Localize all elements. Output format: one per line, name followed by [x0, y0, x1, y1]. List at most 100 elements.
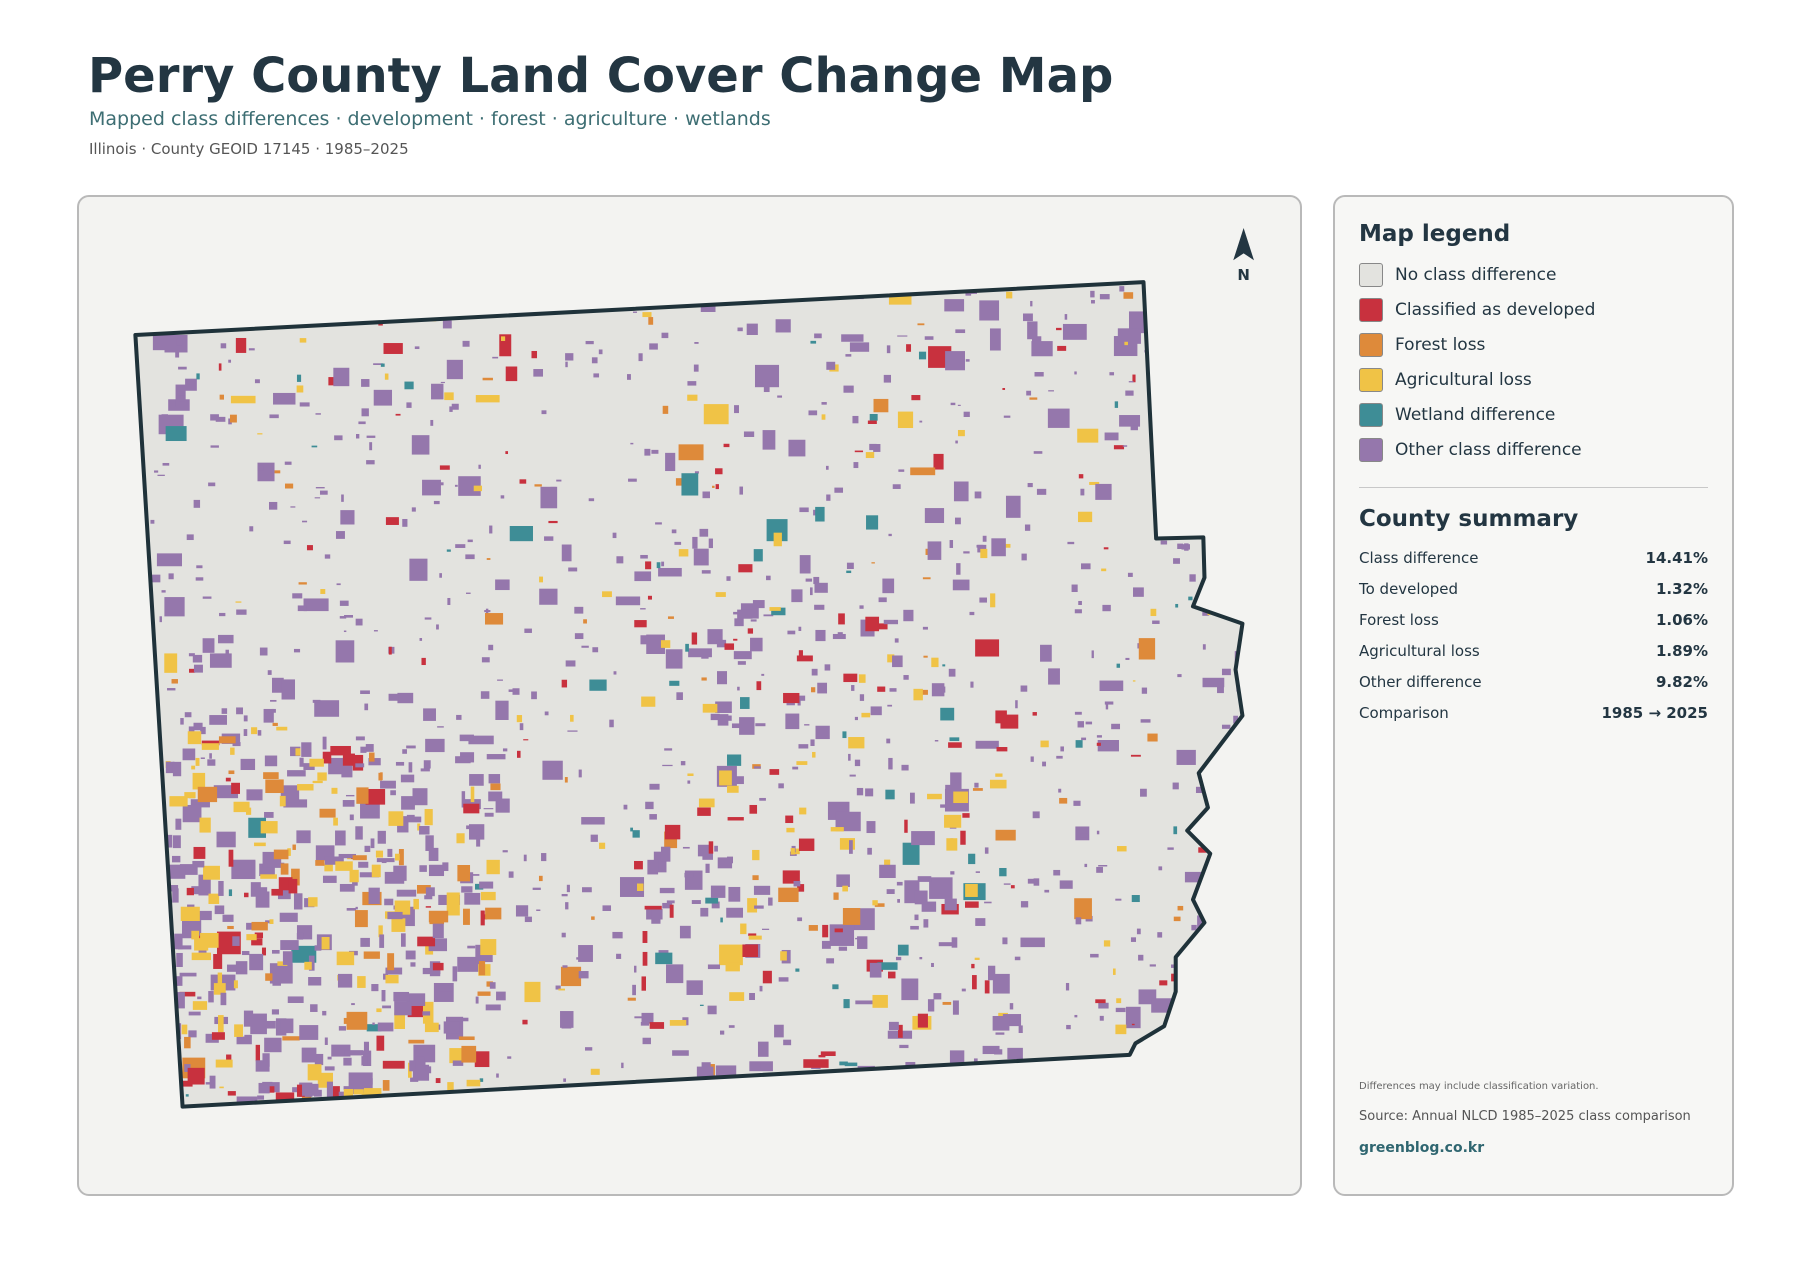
- change-patch: [710, 713, 720, 721]
- change-patch: [992, 973, 1010, 994]
- change-patch: [1220, 894, 1243, 917]
- change-patch: [560, 1011, 574, 1028]
- change-patch: [226, 1054, 232, 1061]
- change-patch: [486, 859, 500, 875]
- change-patch: [249, 526, 254, 532]
- change-patch: [640, 1021, 650, 1026]
- change-patch: [507, 1056, 512, 1059]
- change-patch: [1236, 734, 1243, 742]
- change-patch: [1158, 866, 1163, 871]
- change-patch: [693, 548, 709, 566]
- change-patch: [364, 845, 371, 853]
- change-patch: [592, 647, 599, 653]
- change-patch: [188, 726, 195, 732]
- change-patch: [440, 482, 444, 486]
- change-patch: [974, 957, 980, 960]
- change-patch: [254, 379, 260, 384]
- change-patch: [229, 414, 237, 423]
- change-patch: [1074, 371, 1077, 375]
- change-patch: [1152, 620, 1160, 624]
- change-patch: [200, 726, 206, 735]
- change-patch: [508, 871, 514, 878]
- change-patch: [1081, 563, 1091, 570]
- change-patch: [461, 886, 473, 893]
- legend-item: Agricultural loss: [1359, 362, 1708, 397]
- change-patch: [778, 977, 789, 982]
- legend-swatch: [1359, 297, 1383, 322]
- change-patch: [230, 747, 235, 755]
- change-patch: [866, 821, 876, 834]
- change-patch: [1058, 788, 1062, 793]
- change-patch: [169, 796, 188, 807]
- change-patch: [933, 453, 944, 470]
- change-patch: [1218, 889, 1240, 902]
- change-patch: [1176, 749, 1196, 765]
- change-patch: [1042, 761, 1047, 767]
- change-patch: [848, 753, 851, 761]
- change-patch: [387, 848, 393, 857]
- change-patch: [366, 435, 376, 438]
- summary-row: Other difference 9.82%: [1359, 666, 1708, 697]
- change-patch: [516, 750, 521, 758]
- change-patch: [432, 962, 444, 971]
- change-patch: [661, 332, 669, 339]
- change-patch: [211, 1032, 225, 1040]
- change-patch: [1080, 488, 1085, 496]
- change-patch: [315, 413, 321, 415]
- change-patch: [1152, 404, 1177, 417]
- change-patch: [304, 961, 312, 970]
- change-patch: [665, 649, 683, 669]
- change-patch: [535, 306, 544, 309]
- change-patch: [382, 1060, 405, 1069]
- change-patch: [474, 883, 484, 890]
- change-patch: [210, 445, 219, 448]
- change-patch: [470, 786, 475, 803]
- change-patch: [923, 655, 928, 658]
- change-patch: [443, 1021, 460, 1034]
- change-patch: [910, 925, 919, 930]
- change-patch: [168, 956, 172, 964]
- change-patch: [1098, 865, 1108, 867]
- legend-swatch: [1359, 402, 1383, 427]
- change-patch: [1111, 723, 1121, 730]
- change-patch: [602, 591, 612, 598]
- change-patch: [793, 880, 801, 887]
- change-patch: [733, 651, 752, 660]
- change-patch: [917, 1013, 928, 1028]
- change-patch: [208, 482, 216, 487]
- change-patch: [960, 830, 966, 845]
- change-patch: [322, 751, 332, 764]
- change-patch: [1056, 327, 1062, 331]
- change-patch: [193, 499, 201, 508]
- change-patch: [844, 1062, 858, 1067]
- change-patch: [1023, 313, 1033, 322]
- change-patch: [1125, 390, 1134, 396]
- summary-value: 1.32%: [1655, 579, 1708, 598]
- map-panel: N: [77, 195, 1302, 1196]
- change-patch: [817, 682, 828, 694]
- change-patch: [345, 794, 355, 797]
- change-patch: [999, 867, 1007, 877]
- change-patch: [841, 334, 864, 342]
- change-patch: [1078, 600, 1082, 605]
- change-patch: [394, 1012, 406, 1029]
- change-patch: [719, 1030, 725, 1035]
- change-patch: [177, 945, 192, 950]
- change-patch: [1236, 913, 1243, 933]
- change-patch: [1198, 847, 1207, 853]
- change-patch: [152, 284, 157, 290]
- change-patch: [236, 609, 247, 615]
- change-patch: [843, 673, 858, 683]
- change-patch: [731, 1109, 740, 1114]
- change-patch: [1085, 721, 1093, 725]
- change-patch: [365, 788, 386, 805]
- summary-row: To developed 1.32%: [1359, 573, 1708, 604]
- change-patch: [814, 333, 822, 339]
- change-patch: [754, 364, 780, 388]
- change-patch: [157, 474, 165, 476]
- change-patch: [682, 289, 687, 296]
- change-patch: [842, 885, 848, 892]
- change-patch: [640, 608, 646, 610]
- change-patch: [919, 956, 923, 960]
- change-patch: [346, 1011, 368, 1030]
